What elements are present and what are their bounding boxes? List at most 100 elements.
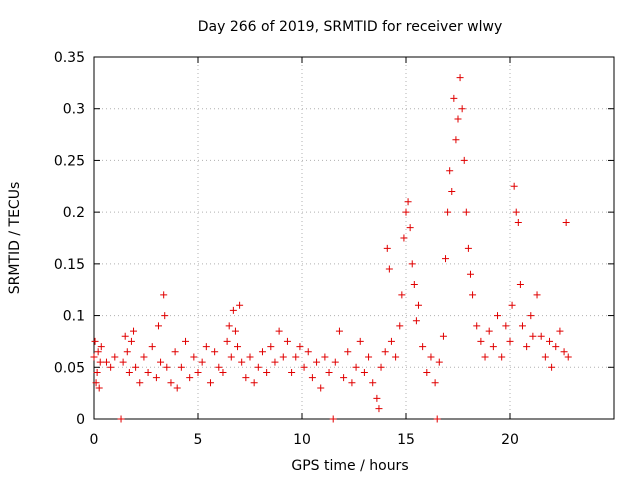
data-point	[219, 368, 227, 376]
data-point	[234, 343, 242, 351]
data-point	[344, 348, 352, 356]
data-point	[130, 327, 138, 335]
data-point	[423, 368, 431, 376]
data-point	[469, 291, 477, 299]
data-point	[406, 224, 414, 232]
data-point	[400, 234, 408, 242]
data-point	[231, 327, 239, 335]
data-point	[119, 358, 127, 366]
y-axis-label: SRMTID / TECUs	[7, 182, 23, 295]
data-point	[408, 260, 416, 268]
data-point	[385, 265, 393, 273]
data-point	[377, 363, 385, 371]
data-point	[300, 363, 308, 371]
data-point	[279, 353, 287, 361]
data-point	[485, 327, 493, 335]
x-tick-label: 10	[293, 432, 311, 448]
data-point	[533, 291, 541, 299]
data-point	[148, 343, 156, 351]
data-point	[215, 363, 223, 371]
axis-ticks	[93, 56, 614, 420]
data-point	[154, 322, 162, 330]
data-point	[163, 363, 171, 371]
data-points	[90, 74, 572, 423]
data-point	[454, 115, 462, 123]
data-point	[435, 358, 443, 366]
data-point	[514, 218, 522, 226]
data-point	[527, 312, 535, 320]
data-point	[412, 317, 420, 325]
data-point	[456, 74, 464, 82]
y-tick-label: 0.35	[54, 50, 85, 66]
data-point	[304, 348, 312, 356]
plot-area-frame	[93, 56, 615, 420]
data-point	[442, 255, 450, 263]
data-point	[225, 322, 233, 330]
y-tick-label: 0.2	[63, 205, 85, 221]
data-point	[194, 368, 202, 376]
data-point	[516, 281, 524, 289]
data-point	[419, 343, 427, 351]
data-point	[552, 343, 560, 351]
data-point	[263, 368, 271, 376]
y-tick-label: 0.05	[54, 360, 85, 376]
x-tick-label: 0	[90, 432, 99, 448]
data-point	[402, 208, 410, 216]
data-point	[317, 384, 325, 392]
x-tick-label: 5	[194, 432, 203, 448]
data-point	[414, 301, 422, 309]
data-point	[152, 374, 160, 382]
data-point	[91, 337, 99, 345]
x-axis-label: GPS time / hours	[291, 458, 408, 474]
data-point	[560, 348, 568, 356]
data-point	[546, 337, 554, 345]
data-point	[271, 358, 279, 366]
data-point	[458, 105, 466, 113]
data-point	[111, 353, 119, 361]
data-point	[444, 208, 452, 216]
data-point	[387, 337, 395, 345]
data-point	[564, 353, 572, 361]
data-point	[236, 301, 244, 309]
data-point	[427, 353, 435, 361]
data-point	[95, 384, 103, 392]
data-point	[481, 353, 489, 361]
data-point	[121, 332, 129, 340]
data-point	[452, 136, 460, 144]
data-point	[167, 379, 175, 387]
tick-labels: 0 0.05 0.1 0.15 0.2 0.25 0.3 0.35 0 5 10 15 20	[54, 50, 519, 448]
data-point	[258, 348, 266, 356]
data-point	[186, 374, 194, 382]
data-point	[254, 363, 262, 371]
data-point	[102, 358, 110, 366]
data-point	[502, 322, 510, 330]
data-point	[446, 167, 454, 175]
data-point	[107, 363, 115, 371]
data-point	[498, 353, 506, 361]
data-point	[283, 337, 291, 345]
data-point	[404, 198, 412, 206]
data-point	[431, 379, 439, 387]
data-point	[383, 244, 391, 252]
data-point	[541, 353, 549, 361]
data-point	[117, 415, 125, 423]
y-tick-label: 0.1	[63, 309, 85, 325]
data-point	[508, 301, 516, 309]
data-point	[321, 353, 329, 361]
gridlines	[94, 57, 614, 419]
data-point	[92, 379, 100, 387]
data-point	[473, 322, 481, 330]
data-point	[373, 394, 381, 402]
data-point	[238, 358, 246, 366]
data-point	[250, 379, 258, 387]
data-point	[140, 353, 148, 361]
data-point	[398, 291, 406, 299]
data-point	[506, 337, 514, 345]
data-point	[331, 358, 339, 366]
data-point	[510, 182, 518, 190]
y-tick-label: 0.3	[63, 102, 85, 118]
data-point	[132, 363, 140, 371]
data-point	[410, 281, 418, 289]
data-point	[448, 187, 456, 195]
